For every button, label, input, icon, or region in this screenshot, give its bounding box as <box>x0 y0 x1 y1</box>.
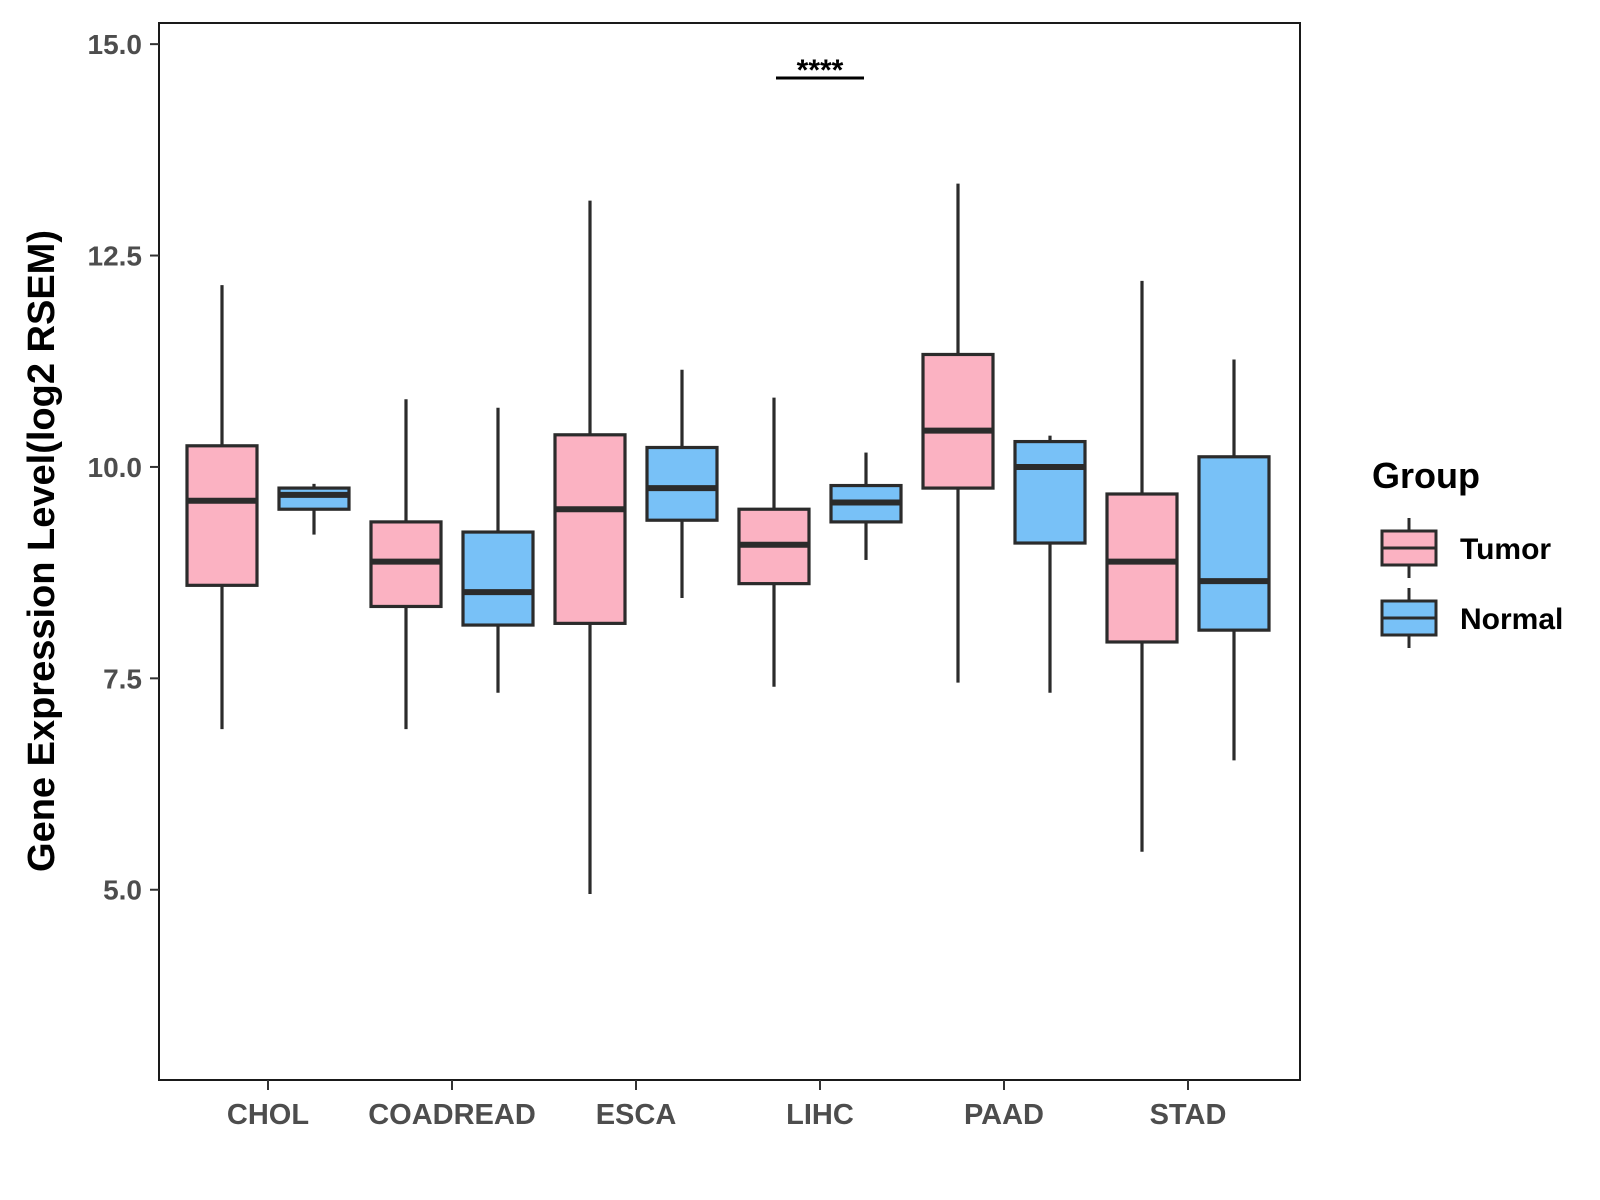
box-iqr <box>1105 492 1179 644</box>
box-normal-chol <box>277 483 351 535</box>
box-iqr <box>921 352 995 490</box>
legend-title: Group <box>1372 455 1480 496</box>
box-iqr <box>553 433 627 625</box>
box-tumor-esca <box>553 200 627 894</box>
box-iqr <box>1197 455 1271 632</box>
legend: Group Tumor Normal <box>1372 455 1563 648</box>
box-tumor-coadread <box>369 399 443 730</box>
y-tick-label: 7.5 <box>103 663 142 694</box>
legend-label: Tumor <box>1460 533 1551 566</box>
box-normal-stad <box>1197 359 1271 761</box>
boxes-layer <box>185 183 1271 894</box>
legend-label: Normal <box>1460 603 1563 636</box>
box-iqr <box>185 444 259 587</box>
x-tick-label: COADREAD <box>368 1099 536 1131</box>
x-axis: CHOL COADREAD ESCA LIHC PAAD STAD <box>227 1080 1226 1131</box>
y-axis-title: Gene Expression Level(log2 RSEM) <box>21 230 63 872</box>
x-tick-label: STAD <box>1150 1099 1227 1131</box>
x-tick-label: LIHC <box>786 1099 854 1131</box>
box-normal-lihc <box>829 452 903 560</box>
box-normal-coadread <box>461 407 535 693</box>
y-tick-label: 12.5 <box>88 241 143 272</box>
box-normal-paad <box>1013 435 1087 693</box>
y-tick-label: 5.0 <box>103 875 142 906</box>
box-tumor-stad <box>1105 280 1179 852</box>
y-axis: 5.0 7.5 10.0 12.5 15.0 <box>88 29 159 906</box>
legend-item-normal: Normal <box>1380 588 1563 648</box>
box-tumor-lihc <box>737 397 811 687</box>
box-iqr <box>1013 439 1087 545</box>
box-iqr <box>645 445 719 522</box>
x-tick-label: CHOL <box>227 1099 309 1131</box>
box-iqr <box>277 486 351 511</box>
significance-label: **** <box>797 54 844 87</box>
x-tick-label: PAAD <box>964 1099 1044 1131</box>
box-tumor-chol <box>185 285 259 730</box>
box-tumor-paad <box>921 183 995 683</box>
y-tick-label: 15.0 <box>88 29 143 60</box>
box-iqr <box>461 530 535 627</box>
x-tick-label: ESCA <box>596 1099 677 1131</box>
legend-item-tumor: Tumor <box>1380 518 1551 578</box>
y-tick-label: 10.0 <box>88 452 143 483</box>
box-normal-esca <box>645 369 719 599</box>
annotations-layer: **** <box>776 54 864 87</box>
